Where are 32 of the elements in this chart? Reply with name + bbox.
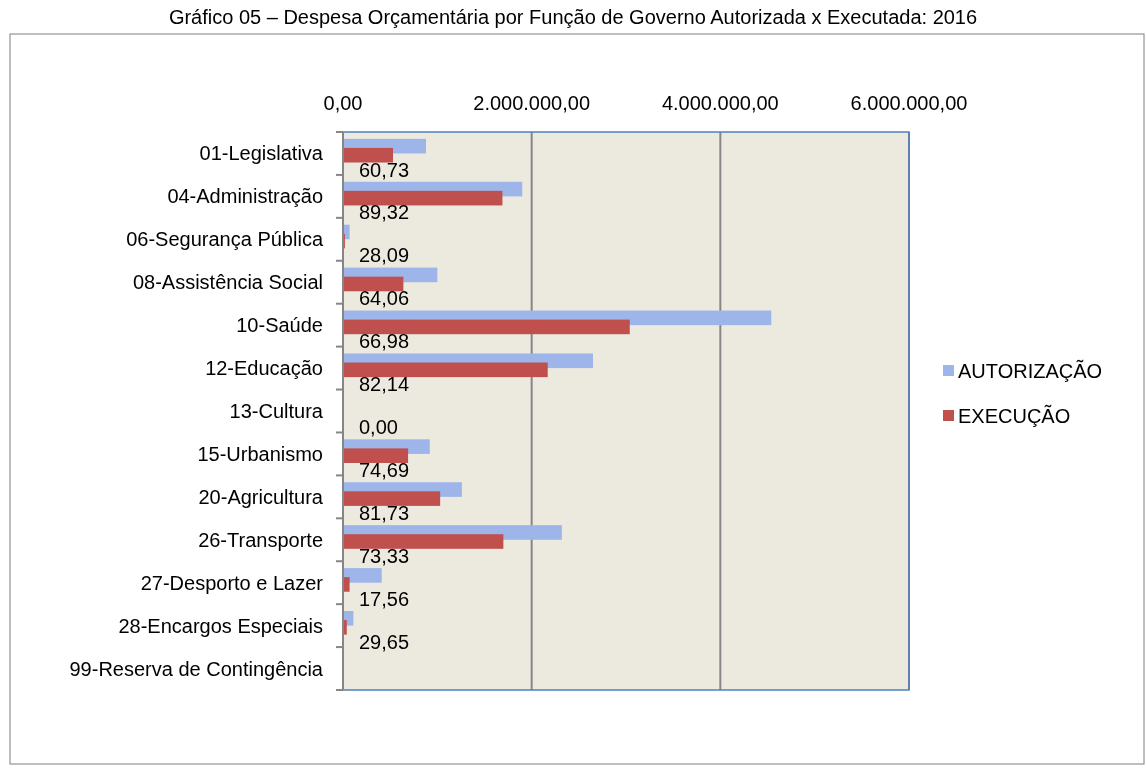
- y-tick-label: 26-Transporte: [198, 528, 323, 551]
- x-tick-label: 0,00: [323, 92, 363, 114]
- annotation: 17,56: [359, 587, 410, 610]
- annotation: 0,00: [359, 416, 398, 439]
- legend-label: AUTORIZAÇÃO: [958, 359, 1103, 382]
- x-tick-label: 2.000.000,00: [473, 92, 591, 114]
- y-tick-label: 01-Legislativa: [199, 142, 324, 165]
- y-tick-label: 04-Administração: [167, 185, 323, 208]
- y-tick-label: 06-Segurança Pública: [126, 228, 324, 251]
- y-tick-label: 99-Reserva de Contingência: [69, 657, 324, 680]
- legend-label: EXECUÇÃO: [958, 404, 1071, 427]
- y-tick-label: 15-Urbanismo: [197, 442, 323, 465]
- y-tick-label: 10-Saúde: [236, 314, 323, 337]
- annotation: 89,32: [359, 201, 410, 224]
- y-tick-label: 27-Desporto e Lazer: [140, 571, 324, 594]
- x-tick-label: 4.000.000,00: [661, 92, 779, 114]
- annotation: 64,06: [359, 287, 410, 310]
- y-tick-label: 20-Agricultura: [198, 485, 324, 508]
- annotation: 29,65: [359, 630, 410, 653]
- y-tick-label: 08-Assistência Social: [132, 271, 323, 294]
- annotation: 28,09: [359, 244, 410, 267]
- annotation: 60,73: [359, 158, 410, 181]
- annotation: 73,33: [359, 544, 410, 567]
- y-tick-label: 12-Educação: [205, 357, 323, 380]
- x-tick-label: 6.000.000,00: [850, 92, 968, 114]
- annotation: 82,14: [359, 373, 410, 396]
- annotation: 74,69: [359, 458, 410, 481]
- y-tick-label: 28-Encargos Especiais: [118, 614, 323, 637]
- annotation: 66,98: [359, 330, 410, 353]
- y-tick-label: 13-Cultura: [229, 400, 324, 422]
- annotation: 81,73: [359, 501, 410, 524]
- chart-title: Gráfico 05 – Despesa Orçamentária por Função de Governo Autorizada x Executada: 2016: [168, 6, 978, 28]
